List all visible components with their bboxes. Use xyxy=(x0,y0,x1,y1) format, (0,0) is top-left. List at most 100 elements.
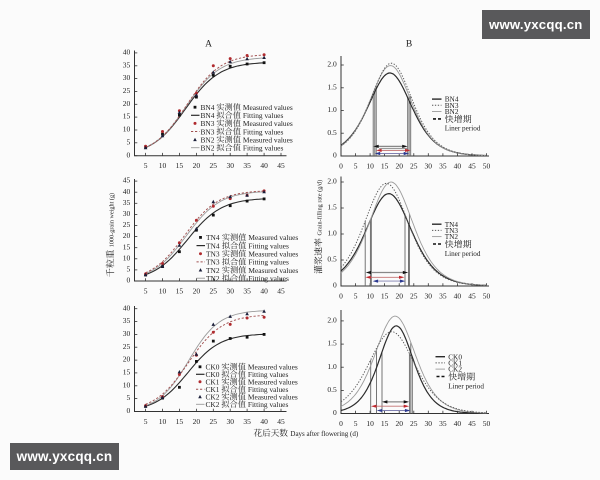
svg-text:25: 25 xyxy=(123,220,131,229)
svg-text:35: 35 xyxy=(243,161,251,170)
svg-text:35: 35 xyxy=(243,417,251,426)
svg-text:30: 30 xyxy=(425,161,433,170)
svg-text:BN4: BN4 xyxy=(201,111,215,120)
svg-text:TN2: TN2 xyxy=(206,266,220,275)
svg-text:0: 0 xyxy=(126,276,130,285)
svg-text:15: 15 xyxy=(176,286,184,295)
svg-text:Liner period: Liner period xyxy=(445,250,481,258)
svg-text:Fitting values: Fitting values xyxy=(248,274,289,283)
svg-text:40: 40 xyxy=(454,161,462,170)
svg-text:40: 40 xyxy=(454,419,462,428)
svg-text:40: 40 xyxy=(123,303,131,312)
svg-text:TN3: TN3 xyxy=(206,250,220,259)
svg-text:TN2: TN2 xyxy=(445,232,459,241)
svg-text:50: 50 xyxy=(483,161,491,170)
svg-text:TN4: TN4 xyxy=(206,233,220,242)
svg-text:20: 20 xyxy=(193,417,201,426)
svg-text:10: 10 xyxy=(366,161,374,170)
svg-text:2.0: 2.0 xyxy=(327,316,337,325)
svg-text:25: 25 xyxy=(210,417,218,426)
svg-text:CK2: CK2 xyxy=(448,365,462,374)
svg-text:30: 30 xyxy=(226,417,234,426)
svg-text:Measured values: Measured values xyxy=(248,250,298,259)
svg-text:15: 15 xyxy=(381,161,389,170)
svg-text:15: 15 xyxy=(123,242,131,251)
svg-text:Measured values: Measured values xyxy=(248,233,298,242)
svg-text:10: 10 xyxy=(159,286,167,295)
svg-text:BN3: BN3 xyxy=(201,119,215,128)
svg-text:15: 15 xyxy=(381,419,389,428)
svg-text:25: 25 xyxy=(410,419,418,428)
svg-text:B: B xyxy=(406,40,412,50)
svg-text:1.0: 1.0 xyxy=(327,362,337,371)
svg-text:20: 20 xyxy=(123,231,131,240)
svg-text:20: 20 xyxy=(395,161,403,170)
svg-text:5: 5 xyxy=(144,161,148,170)
svg-text:25: 25 xyxy=(410,291,418,300)
svg-text:45: 45 xyxy=(277,417,285,426)
svg-text:Measured values: Measured values xyxy=(248,266,298,275)
svg-text:Liner period: Liner period xyxy=(445,125,481,133)
svg-text:A: A xyxy=(205,40,212,50)
svg-text:0: 0 xyxy=(333,151,337,160)
svg-text:1000-grain weight (g): 1000-grain weight (g) xyxy=(109,193,116,247)
svg-text:15: 15 xyxy=(176,161,184,170)
svg-text:35: 35 xyxy=(123,316,131,325)
svg-text:35: 35 xyxy=(123,60,131,69)
svg-text:1.0: 1.0 xyxy=(327,229,337,238)
svg-text:0.5: 0.5 xyxy=(327,255,337,264)
svg-text:BN2: BN2 xyxy=(445,107,459,116)
svg-text:50: 50 xyxy=(483,291,491,300)
svg-text:35: 35 xyxy=(243,286,251,295)
svg-text:Fitting values: Fitting values xyxy=(248,385,289,394)
svg-text:TN3: TN3 xyxy=(206,258,220,267)
svg-text:Fitting values: Fitting values xyxy=(248,400,289,409)
svg-text:45: 45 xyxy=(468,419,476,428)
svg-text:15: 15 xyxy=(123,368,131,377)
svg-text:Measured values: Measured values xyxy=(248,378,298,387)
svg-text:BN2: BN2 xyxy=(201,144,215,153)
svg-text:TN4: TN4 xyxy=(445,220,459,229)
svg-text:30: 30 xyxy=(123,209,131,218)
svg-text:CK1: CK1 xyxy=(206,378,220,387)
svg-text:CK2: CK2 xyxy=(206,393,220,402)
svg-text:10: 10 xyxy=(366,419,374,428)
svg-text:15: 15 xyxy=(176,417,184,426)
svg-text:2.0: 2.0 xyxy=(327,177,337,186)
svg-text:5: 5 xyxy=(144,417,148,426)
svg-text:BN4: BN4 xyxy=(445,95,459,104)
svg-text:5: 5 xyxy=(354,161,358,170)
svg-text:0.5: 0.5 xyxy=(327,385,337,394)
svg-text:Fitting values: Fitting values xyxy=(243,127,284,136)
svg-text:30: 30 xyxy=(226,286,234,295)
svg-text:5: 5 xyxy=(354,419,358,428)
svg-text:0: 0 xyxy=(339,291,343,300)
svg-text:Measured values: Measured values xyxy=(248,363,298,372)
svg-text:CK2: CK2 xyxy=(206,400,220,409)
svg-text:Measured values: Measured values xyxy=(243,135,293,144)
svg-text:Fitting values: Fitting values xyxy=(248,241,289,250)
svg-text:30: 30 xyxy=(123,73,131,82)
svg-text:40: 40 xyxy=(454,291,462,300)
svg-text:20: 20 xyxy=(395,291,403,300)
svg-text:10: 10 xyxy=(159,417,167,426)
svg-text:0: 0 xyxy=(333,408,337,417)
svg-text:0: 0 xyxy=(339,161,343,170)
svg-text:Liner period: Liner period xyxy=(448,382,484,390)
svg-text:30: 30 xyxy=(425,419,433,428)
svg-text:30: 30 xyxy=(123,329,131,338)
svg-text:45: 45 xyxy=(277,161,285,170)
svg-text:35: 35 xyxy=(439,161,447,170)
svg-text:10: 10 xyxy=(123,125,131,134)
svg-text:35: 35 xyxy=(439,291,447,300)
svg-text:10: 10 xyxy=(159,161,167,170)
svg-text:45: 45 xyxy=(468,161,476,170)
svg-text:BN4: BN4 xyxy=(201,103,215,112)
svg-text:CK1: CK1 xyxy=(206,385,220,394)
svg-text:25: 25 xyxy=(123,86,131,95)
svg-text:0: 0 xyxy=(339,419,343,428)
svg-text:5: 5 xyxy=(144,286,148,295)
svg-text:40: 40 xyxy=(260,161,268,170)
svg-text:20: 20 xyxy=(193,161,201,170)
svg-text:0: 0 xyxy=(126,150,130,159)
